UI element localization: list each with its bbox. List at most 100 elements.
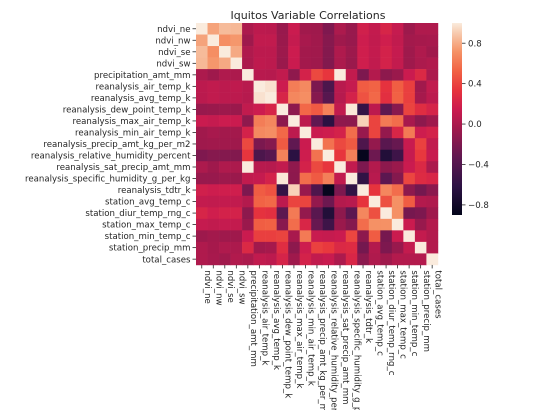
- heatmap-cell: [207, 46, 220, 58]
- colorbar-tick-label: −0.8: [468, 201, 489, 211]
- heatmap-cell: [265, 23, 277, 35]
- heatmap-cell: [368, 23, 381, 35]
- heatmap-cell: [265, 230, 277, 243]
- heatmap-cell: [426, 230, 439, 243]
- heatmap-cell: [288, 195, 300, 208]
- heatmap-cell: [357, 161, 370, 174]
- heatmap-cell: [288, 161, 300, 174]
- heatmap-cell: [219, 207, 231, 220]
- heatmap-cell: [414, 34, 427, 47]
- heatmap-cell: [276, 46, 289, 58]
- heatmap-cell: [196, 149, 208, 162]
- heatmap-cell: [230, 230, 243, 243]
- heatmap-cell: [242, 115, 254, 127]
- heatmap-cell: [391, 184, 404, 197]
- heatmap-cell: [403, 46, 416, 58]
- heatmap-cell: [380, 161, 393, 174]
- heatmap-cell: [288, 92, 300, 104]
- heatmap-cell: [345, 253, 358, 266]
- heatmap-cell: [219, 218, 231, 231]
- row-label: station_min_temp_c: [105, 232, 191, 242]
- heatmap-cell: [253, 207, 266, 220]
- column-label: reanalysis_relative_humidity_percent: [329, 270, 339, 410]
- heatmap-cell: [253, 80, 266, 93]
- heatmap-cell: [207, 115, 220, 127]
- heatmap-cell: [196, 126, 208, 139]
- row-label: reanalysis_tdtr_k: [118, 186, 191, 196]
- heatmap-cell: [426, 161, 439, 174]
- heatmap-cell: [219, 138, 231, 151]
- heatmap-cell: [265, 92, 277, 104]
- heatmap-cell: [380, 138, 393, 151]
- heatmap-cell: [196, 57, 208, 70]
- heatmap-cell: [276, 23, 289, 35]
- heatmap-cell: [196, 218, 208, 231]
- heatmap-cell: [207, 149, 220, 162]
- heatmap-cell: [230, 172, 243, 185]
- heatmap-cell: [311, 253, 324, 266]
- heatmap-cell: [357, 23, 370, 35]
- row-label: reanalysis_min_air_temp_k: [75, 129, 190, 139]
- heatmap-cell: [334, 172, 347, 185]
- heatmap-cell: [253, 57, 266, 70]
- heatmap-cell: [345, 92, 358, 104]
- heatmap-cell: [414, 207, 427, 220]
- row-label: precipitation_amt_mm: [94, 71, 190, 81]
- heatmap-cell: [426, 115, 439, 127]
- heatmap-cell: [219, 57, 231, 70]
- row-label: reanalysis_dew_point_temp_k: [63, 106, 191, 116]
- heatmap-cell: [288, 138, 300, 151]
- heatmap-cell: [357, 218, 370, 231]
- heatmap-cell: [426, 126, 439, 139]
- heatmap-cell: [276, 138, 289, 151]
- heatmap-cell: [242, 230, 254, 243]
- heatmap-cell: [253, 126, 266, 139]
- heatmap-cell: [276, 92, 289, 104]
- heatmap-cell: [265, 218, 277, 231]
- heatmap-cell: [334, 69, 347, 81]
- heatmap-cell: [357, 241, 370, 254]
- heatmap-cell: [196, 138, 208, 151]
- heatmap-cell: [230, 138, 243, 151]
- heatmap-cell: [311, 218, 324, 231]
- heatmap-cell: [322, 253, 335, 266]
- heatmap-cell: [345, 207, 358, 220]
- heatmap-cell: [368, 69, 381, 81]
- heatmap-cell: [334, 149, 347, 162]
- heatmap-cell: [207, 69, 220, 81]
- heatmap-cell: [288, 103, 300, 116]
- heatmap-cell: [357, 138, 370, 151]
- heatmap-cell: [368, 241, 381, 254]
- heatmap-cell: [368, 161, 381, 174]
- heatmap-cell: [219, 241, 231, 254]
- heatmap-cell: [207, 230, 220, 243]
- heatmap-cell: [253, 34, 266, 47]
- heatmap-cell: [299, 92, 312, 104]
- heatmap-cell: [334, 115, 347, 127]
- heatmap-cell: [311, 241, 324, 254]
- heatmap-cell: [334, 218, 347, 231]
- heatmap-cell: [276, 69, 289, 81]
- heatmap-cell: [299, 69, 312, 81]
- heatmap-cell: [196, 34, 208, 47]
- heatmap-cell: [380, 207, 393, 220]
- heatmap-cell: [391, 149, 404, 162]
- row-label: reanalysis_air_temp_k: [96, 82, 191, 92]
- column-label: station_avg_temp_c: [375, 270, 385, 356]
- heatmap-cell: [276, 115, 289, 127]
- heatmap-cell: [426, 46, 439, 58]
- heatmap-cell: [196, 184, 208, 197]
- column-label: reanalysis_sat_precip_amt_mm: [340, 270, 350, 404]
- heatmap-cell: [380, 69, 393, 81]
- heatmap-cell: [334, 23, 347, 35]
- heatmap-cell: [242, 103, 254, 116]
- heatmap-cell: [403, 115, 416, 127]
- heatmap-cell: [345, 80, 358, 93]
- heatmap-cell: [230, 92, 243, 104]
- row-label: station_max_temp_c: [102, 221, 191, 231]
- heatmap-cell: [357, 184, 370, 197]
- heatmap-cell: [357, 80, 370, 93]
